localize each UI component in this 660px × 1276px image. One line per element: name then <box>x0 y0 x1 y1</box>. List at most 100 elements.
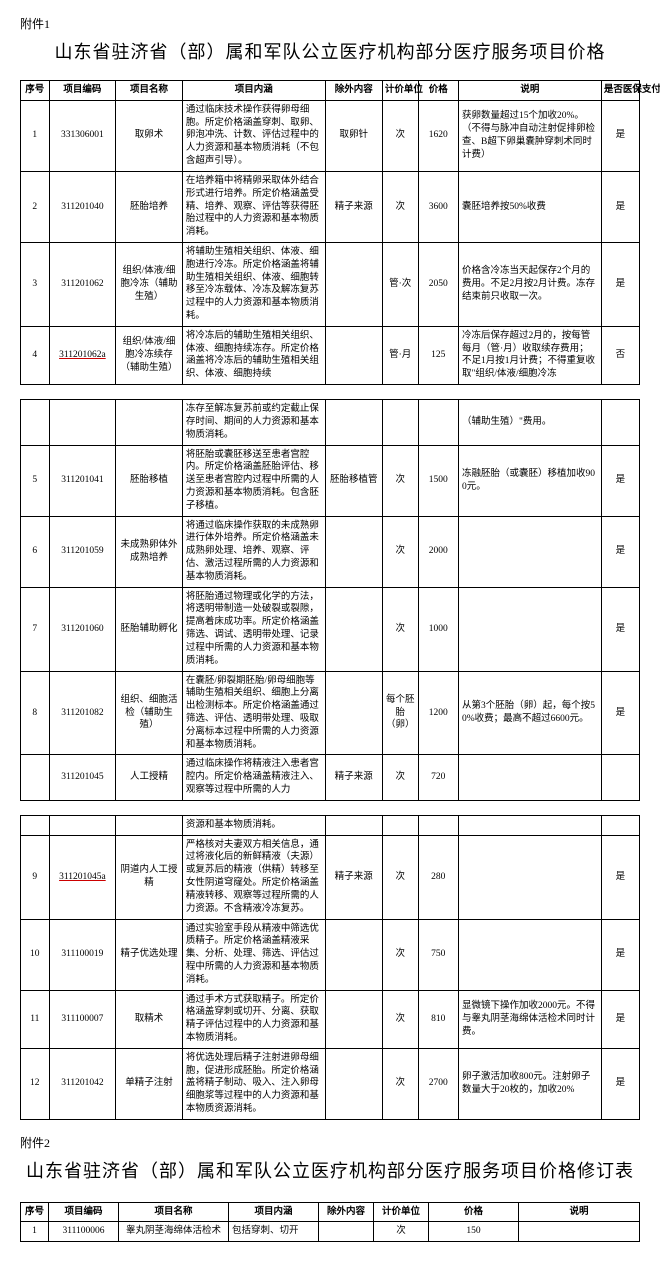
cell-note: 囊胚培养按50%收费 <box>459 171 602 242</box>
cell-num: 11 <box>21 990 50 1048</box>
cell-num: 2 <box>21 171 50 242</box>
table-row: 311201045人工授精通过临床操作将精液注入患者宫腔内。所定价格涵盖精液注入… <box>21 755 640 800</box>
cell-code: 311201045a <box>49 835 116 919</box>
cell-code: 311201040 <box>49 171 116 242</box>
cell-desc: 通过临床操作将精液注入患者宫腔内。所定价格涵盖精液注入、观察等过程中所需的人力 <box>182 755 325 800</box>
header-ins: 是否医保支付 <box>601 81 639 101</box>
t2-header-name: 项目名称 <box>119 1202 229 1222</box>
cell-code: 331306001 <box>49 100 116 171</box>
table-row: 6311201059未成熟卵体外成熟培养将通过临床操作获取的未成熟卵进行体外培养… <box>21 516 640 587</box>
cell-price: 1620 <box>418 100 458 171</box>
cell-ins: 是 <box>601 445 639 516</box>
cell-note: 显微镜下操作加收2000元。不得与睾丸阴茎海绵体活检术同时计费。 <box>459 990 602 1048</box>
cell-unit: 次 <box>382 445 418 516</box>
cell-name: 胚胎辅助孵化 <box>116 587 183 671</box>
cell-code <box>49 815 116 835</box>
cell-note: 价格含冷冻当天起保存2个月的费用。不足2月按2月计费。冻存结束前只收取一次。 <box>459 242 602 326</box>
cell-name: 取精术 <box>116 990 183 1048</box>
cell-price: 2050 <box>418 242 458 326</box>
revision-table-row: 1 311100006 睾丸阴茎海绵体活检术 包括穿刺、切开 次 150 <box>21 1222 640 1242</box>
cell-name: 组织、细胞活检（辅助生殖） <box>116 671 183 755</box>
cell-desc: 严格核对夫妻双方相关信息，通过将液化后的新鲜精液（夫源）或复苏后的精液（供精）转… <box>182 835 325 919</box>
cell-num <box>21 815 50 835</box>
t2-header-unit: 计价单位 <box>374 1202 429 1222</box>
cell-code: 311201062 <box>49 242 116 326</box>
cell-excl: 胚胎移植管 <box>325 445 382 516</box>
t2-header-excl: 除外内容 <box>319 1202 374 1222</box>
cell-ins <box>601 400 639 445</box>
cell-num: 1 <box>21 100 50 171</box>
cell-name: 胚胎移植 <box>116 445 183 516</box>
cell-desc: 将冷冻后的辅助生殖相关组织、体液、细胞持续冻存。所定价格涵盖将冷冻后的辅助生殖相… <box>182 326 325 384</box>
cell-excl <box>325 815 382 835</box>
header-num: 序号 <box>21 81 50 101</box>
cell-price: 2700 <box>418 1048 458 1119</box>
header-price: 价格 <box>418 81 458 101</box>
cell-unit: 每个胚胎（卵） <box>382 671 418 755</box>
cell-name <box>116 815 183 835</box>
cell-num: 6 <box>21 516 50 587</box>
table-row: 8311201082组织、细胞活检（辅助生殖）在囊胚/卵裂期胚胎/卵母细胞等辅助… <box>21 671 640 755</box>
cell-desc: 将胚胎或囊胚移送至患者宫腔内。所定价格涵盖胚胎评估、移送至患者宫腔内过程中所需的… <box>182 445 325 516</box>
cell-num: 12 <box>21 1048 50 1119</box>
cell-name: 胚胎培养 <box>116 171 183 242</box>
cell-unit <box>382 400 418 445</box>
t2-cell-name: 睾丸阴茎海绵体活检术 <box>119 1222 229 1242</box>
cell-code: 311201045 <box>49 755 116 800</box>
cell-name: 阴道内人工授精 <box>116 835 183 919</box>
price-table-section-1: 序号 项目编码 项目名称 项目内涵 除外内容 计价单位 价格 说明 是否医保支付… <box>20 80 640 385</box>
table-row: 12311201042单精子注射将优选处理后精子注射进卵母细胞，促进形成胚胎。所… <box>21 1048 640 1119</box>
cell-desc: 通过临床技术操作获得卵母细胞。所定价格涵盖穿刺、取卵、卵泡冲洗、计数、评估过程中… <box>182 100 325 171</box>
cell-excl <box>325 671 382 755</box>
cell-unit: 次 <box>382 100 418 171</box>
cell-desc: 冻存至解冻复苏前或约定截止保存时间、期间的人力资源和基本物质消耗。 <box>182 400 325 445</box>
cell-price: 1500 <box>418 445 458 516</box>
cell-desc: 资源和基本物质消耗。 <box>182 815 325 835</box>
header-excl: 除外内容 <box>325 81 382 101</box>
cell-note <box>459 755 602 800</box>
table-row: 1331306001取卵术通过临床技术操作获得卵母细胞。所定价格涵盖穿刺、取卵、… <box>21 100 640 171</box>
header-desc: 项目内涵 <box>182 81 325 101</box>
t2-header-note: 说明 <box>519 1202 640 1222</box>
cell-ins: 是 <box>601 1048 639 1119</box>
table-row: 4311201062a组织/体液/细胞冷冻续存（辅助生殖）将冷冻后的辅助生殖相关… <box>21 326 640 384</box>
cell-price: 3600 <box>418 171 458 242</box>
cell-desc: 通过实验室手段从精液中筛选优质精子。所定价格涵盖精液采集、分析、处理、筛选、评估… <box>182 919 325 990</box>
cell-desc: 将胚胎通过物理或化学的方法，将透明带制造一处破裂或裂隙，提高着床成功率。所定价格… <box>182 587 325 671</box>
cell-num: 7 <box>21 587 50 671</box>
cell-excl: 精子来源 <box>325 755 382 800</box>
cell-note <box>459 835 602 919</box>
cell-num: 9 <box>21 835 50 919</box>
cell-unit: 次 <box>382 171 418 242</box>
t2-cell-desc: 包括穿刺、切开 <box>229 1222 319 1242</box>
cell-unit: 次 <box>382 835 418 919</box>
t2-cell-note <box>519 1222 640 1242</box>
cell-price: 810 <box>418 990 458 1048</box>
cell-unit: 管·次 <box>382 242 418 326</box>
cell-name: 精子优选处理 <box>116 919 183 990</box>
cell-unit: 次 <box>382 755 418 800</box>
table-row: 2311201040胚胎培养在培养箱中将精卵采取体外结合形式进行培养。所定价格涵… <box>21 171 640 242</box>
attachment-2-label: 附件2 <box>20 1134 640 1151</box>
cell-price: 280 <box>418 835 458 919</box>
cell-excl: 精子来源 <box>325 171 382 242</box>
cell-note <box>459 919 602 990</box>
cell-num <box>21 400 50 445</box>
table-row: 5311201041胚胎移植将胚胎或囊胚移送至患者宫腔内。所定价格涵盖胚胎评估、… <box>21 445 640 516</box>
cell-note <box>459 587 602 671</box>
cell-name: 组织/体液/细胞冷冻续存（辅助生殖） <box>116 326 183 384</box>
cell-num: 4 <box>21 326 50 384</box>
t2-header-code: 项目编码 <box>49 1202 119 1222</box>
cell-excl <box>325 242 382 326</box>
cell-excl <box>325 400 382 445</box>
t2-cell-num: 1 <box>21 1222 49 1242</box>
t2-header-desc: 项目内涵 <box>229 1202 319 1222</box>
cell-excl <box>325 516 382 587</box>
cell-price: 2000 <box>418 516 458 587</box>
cell-excl: 取卵针 <box>325 100 382 171</box>
t2-cell-unit: 次 <box>374 1222 429 1242</box>
cell-ins: 是 <box>601 587 639 671</box>
cell-note: 卵子激活加收800元。注射卵子数量大于20枚的，加收20% <box>459 1048 602 1119</box>
cell-desc: 将优选处理后精子注射进卵母细胞，促进形成胚胎。所定价格涵盖将精子制动、吸入、注入… <box>182 1048 325 1119</box>
cell-name: 未成熟卵体外成熟培养 <box>116 516 183 587</box>
